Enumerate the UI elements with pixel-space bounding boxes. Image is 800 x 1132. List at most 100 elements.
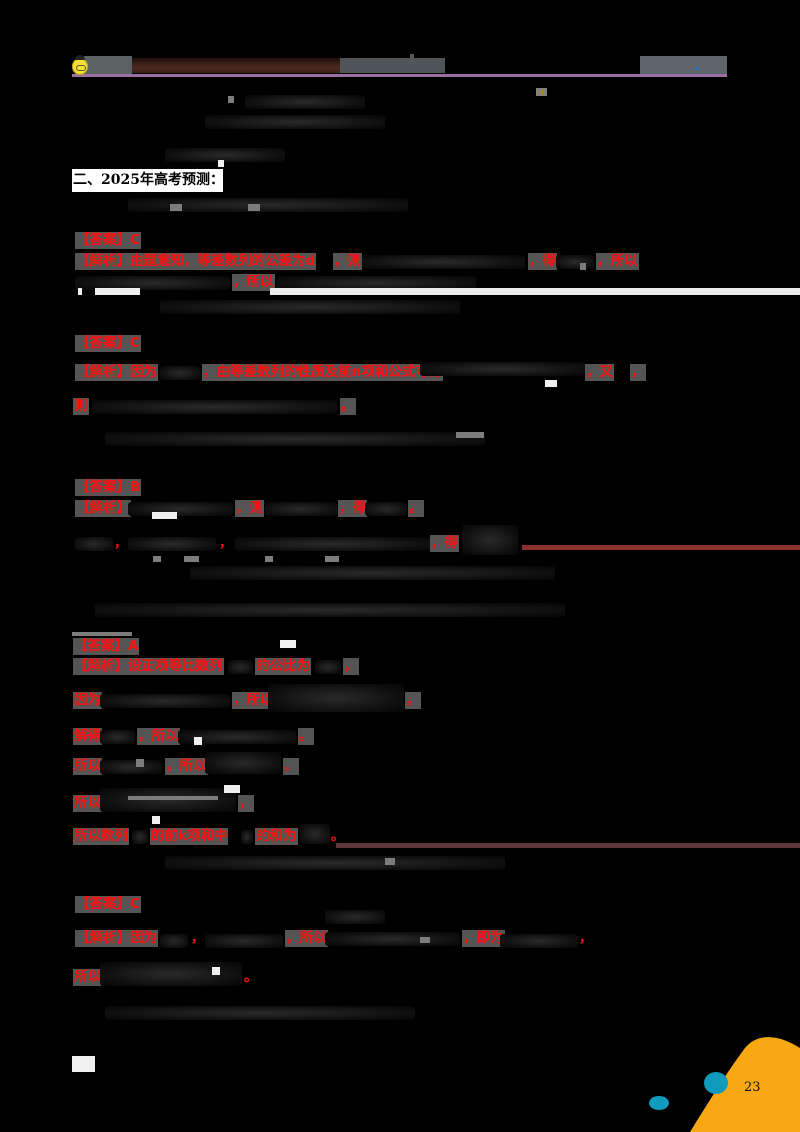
answer-label: 【答案】B: [75, 479, 142, 496]
math-expression: [165, 148, 285, 162]
header-divider: [72, 74, 727, 77]
analysis-text: 的和为: [255, 828, 298, 845]
analysis-text: ，所以: [165, 758, 208, 775]
analysis-text: 。: [244, 969, 258, 985]
math-fraction: [100, 962, 242, 986]
analysis-text: ，所以: [232, 274, 275, 291]
analysis-text: 【解析】因为: [75, 930, 158, 947]
math-fraction: [100, 788, 236, 812]
section-heading: 二、2025年高考预测：: [72, 169, 224, 192]
math-glyph: [280, 640, 296, 648]
analysis-text: ，所以: [137, 728, 180, 745]
math-fraction: [205, 752, 281, 774]
math-expression: [500, 934, 578, 948]
smiley-logo-icon: [72, 55, 88, 75]
analysis-text: 。: [340, 398, 356, 415]
math-glyph: [152, 512, 177, 519]
analysis-text: ，即为: [462, 930, 505, 947]
math-glyph: [212, 967, 220, 975]
analysis-text: ，则: [333, 253, 362, 270]
analysis-text: 的公比为: [255, 658, 311, 675]
analysis-text: 。: [331, 828, 345, 844]
math-expression: [360, 255, 525, 269]
question-line: [128, 198, 408, 212]
analysis-text: ，又: [585, 364, 614, 381]
math-expression: [160, 934, 188, 948]
math-fraction: [462, 525, 518, 555]
math-expression: [100, 694, 230, 708]
highlight-rule: [336, 843, 800, 848]
math-glyph: [580, 263, 586, 270]
math-expression: [276, 276, 476, 290]
header-right-box: [640, 56, 727, 74]
math-glyph: [265, 556, 273, 562]
math-expression: [178, 730, 296, 744]
math-expression: [105, 1006, 415, 1020]
math-glyph: [136, 759, 144, 767]
math-expression: [205, 934, 283, 948]
analysis-text: ，: [219, 535, 233, 551]
math-expression: [105, 432, 485, 446]
math-glyph: [170, 204, 182, 211]
math-glyph: [194, 737, 202, 745]
analysis-text: ，: [238, 795, 254, 812]
analysis-text: ，所以: [596, 253, 639, 270]
math-glyph: [248, 204, 260, 211]
analysis-text: ，: [191, 930, 205, 946]
math-glyph: [218, 160, 224, 167]
math-fraction: [268, 684, 404, 712]
math-expression: [165, 856, 505, 870]
math-glyph: [95, 288, 140, 295]
page-corner-decoration: [649, 1037, 800, 1132]
analysis-text: 所以: [73, 969, 102, 986]
analysis-text: ，得: [430, 535, 459, 552]
math-expression: [325, 932, 460, 946]
math-expression: [300, 824, 330, 844]
math-glyph: [224, 785, 240, 793]
analysis-text: ，所以: [232, 692, 275, 709]
analysis-text: ，: [343, 658, 359, 675]
math-expression: [245, 95, 365, 109]
analysis-text: 。: [298, 728, 314, 745]
header-segment: [340, 58, 445, 73]
analysis-text: 所以: [73, 795, 102, 812]
math-expression: [160, 300, 460, 314]
math-glyph: [456, 432, 484, 438]
analysis-text: 。: [408, 500, 424, 517]
footer-box: [72, 1056, 95, 1072]
analysis-text: ，: [579, 930, 593, 946]
math-expression: [100, 730, 135, 744]
analysis-text: ，: [283, 758, 299, 775]
analysis-text: 解得: [73, 728, 102, 745]
math-expression: [241, 830, 253, 844]
answer-label: 【答案】C: [75, 232, 141, 249]
math-expression: [205, 115, 385, 129]
analysis-text: 所以: [73, 758, 102, 775]
math-glyph: [184, 556, 199, 562]
answer-label: 【答案】C: [75, 896, 141, 913]
math-expression: [228, 660, 253, 674]
math-expression: [75, 537, 113, 551]
math-glyph: [153, 556, 161, 562]
small-mark-icon: [536, 88, 547, 96]
math-expression: [95, 603, 565, 617]
analysis-text: ，由等差数列的性质及前n项和公式可得: [202, 364, 444, 381]
page-number: 23: [744, 1080, 761, 1095]
analysis-text: ，: [114, 535, 128, 551]
header-dot: [696, 67, 699, 70]
math-expression: [128, 537, 216, 551]
math-expression: [100, 760, 162, 774]
math-glyph: [385, 858, 395, 865]
analysis-text: 【解析】设正项等比数列: [73, 658, 224, 675]
analysis-text: 因为: [73, 692, 102, 709]
header-segment: [84, 56, 132, 74]
analysis-text: 则: [73, 398, 89, 415]
answer-label: 【答案】C: [75, 335, 141, 352]
analysis-text: ，: [630, 364, 646, 381]
math-expression: [132, 830, 148, 844]
math-glyph: [128, 796, 218, 800]
analysis-text: 【解析】: [75, 500, 131, 517]
math-expression: [92, 400, 337, 414]
math-glyph: [72, 632, 132, 636]
math-expression: [265, 502, 337, 516]
